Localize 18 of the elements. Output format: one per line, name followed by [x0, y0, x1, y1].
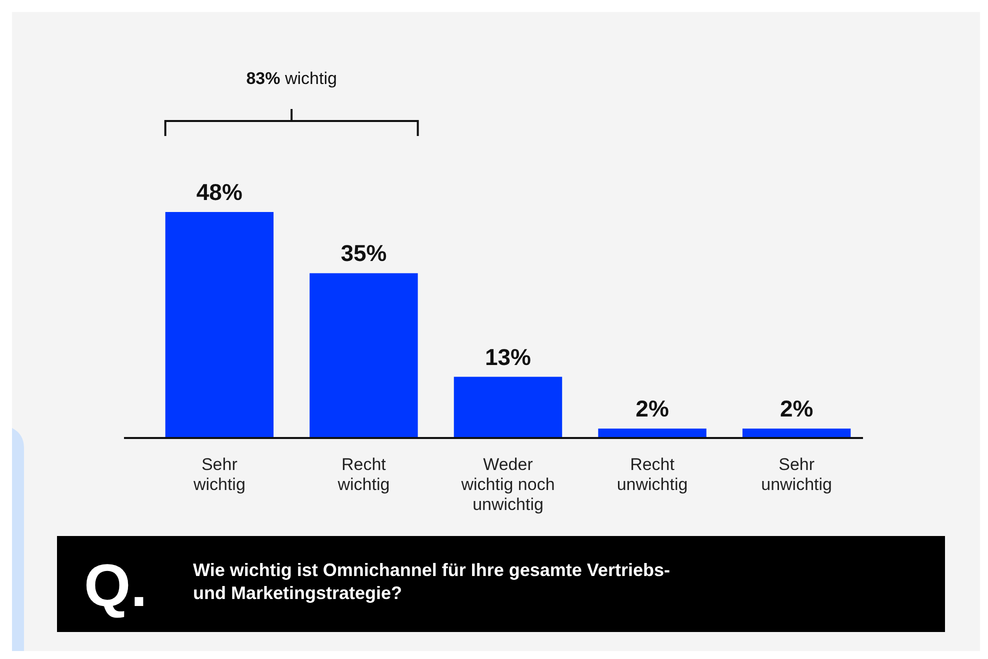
bar: [598, 428, 706, 438]
data-label: 48%: [196, 179, 242, 205]
data-label: 35%: [340, 240, 387, 266]
x-tick-label: Recht unwichtig: [616, 455, 688, 494]
bar: [454, 376, 562, 438]
data-label: 2%: [780, 396, 814, 422]
data-label: 13%: [484, 344, 532, 370]
x-tick-label: Recht wichtig: [336, 455, 390, 494]
x-tick-label: Sehr wichtig: [192, 455, 246, 494]
bar: [310, 273, 418, 438]
text: 83% wichtig: [246, 69, 337, 88]
x-tick-label: Sehr unwichtig: [761, 455, 832, 494]
text: Q.: [84, 552, 148, 619]
text: Wie wichtig ist Omnichannel für Ihre gesamte Vertriebs- und Marketingstrategie?: [193, 560, 670, 603]
data-label: 2%: [636, 396, 669, 422]
bar: [165, 212, 274, 438]
bar: [742, 428, 851, 438]
x-tick-label: Weder wichtig noch unwichtig: [460, 455, 555, 514]
